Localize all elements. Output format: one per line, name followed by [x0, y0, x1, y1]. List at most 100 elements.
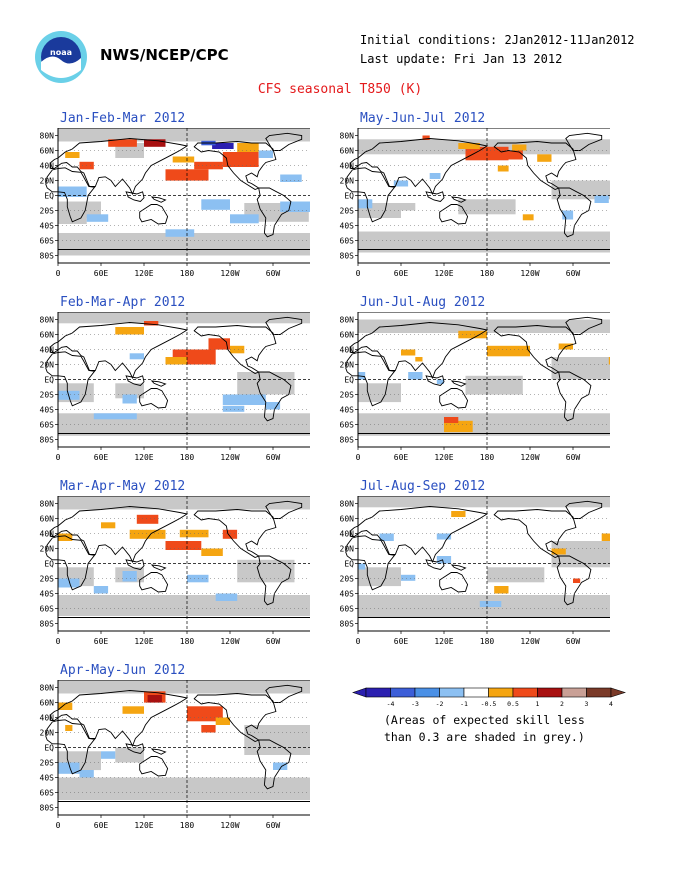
- colorbar-swatch: [512, 687, 538, 698]
- coastline: [150, 748, 167, 755]
- coastline: [345, 167, 396, 223]
- coastline: [50, 138, 189, 196]
- lat-label: 80S: [340, 436, 355, 445]
- colorbar-label: -0.5: [481, 700, 497, 708]
- lon-label: 0: [356, 637, 361, 646]
- anomaly-region: [222, 152, 259, 167]
- anomaly-region: [562, 210, 574, 220]
- lat-label: 80S: [40, 252, 55, 261]
- anomaly-region: [58, 762, 80, 774]
- anomaly-region: [608, 357, 610, 365]
- lon-label: 120W: [220, 269, 239, 278]
- lat-label: 60N: [40, 331, 55, 340]
- lat-label: 40S: [40, 774, 55, 783]
- low-skill-region: [237, 559, 295, 583]
- coastline: [350, 506, 489, 564]
- anomaly-region: [144, 139, 166, 147]
- lat-label: 60S: [340, 237, 355, 246]
- lon-label: 120W: [520, 269, 539, 278]
- lon-label: 180: [480, 637, 495, 646]
- lon-label: 120E: [134, 821, 153, 830]
- colorbar-swatch: [586, 687, 612, 698]
- anomaly-region: [379, 533, 394, 541]
- colorbar-swatch: [365, 687, 391, 698]
- lon-label: 60E: [94, 821, 109, 830]
- low-skill-region: [551, 180, 610, 200]
- lon-label: 0: [56, 821, 61, 830]
- low-skill-region: [58, 680, 310, 694]
- coastline: [139, 204, 169, 225]
- anomaly-region: [501, 150, 523, 160]
- lat-label: 40N: [340, 162, 355, 171]
- anomaly-region: [444, 417, 459, 423]
- anomaly-region: [79, 770, 94, 778]
- low-skill-region: [58, 595, 310, 616]
- coastline: [45, 535, 96, 591]
- lat-label: EQ: [344, 376, 354, 385]
- anomaly-region: [401, 574, 416, 581]
- coastline: [125, 743, 145, 754]
- low-skill-region: [58, 496, 310, 510]
- lat-label: 20N: [40, 361, 55, 370]
- lat-label: EQ: [344, 192, 354, 201]
- lat-label: 80S: [40, 804, 55, 813]
- anomaly-region: [230, 214, 259, 224]
- lon-label: 0: [56, 269, 61, 278]
- lat-label: 20N: [40, 729, 55, 738]
- coastline: [493, 141, 577, 191]
- coastline: [50, 506, 189, 564]
- anomaly-region: [401, 349, 416, 356]
- coastline: [439, 572, 469, 593]
- low-skill-region: [487, 567, 545, 583]
- coastline: [45, 719, 96, 775]
- lon-label: 60W: [566, 269, 581, 278]
- coastline: [493, 325, 577, 375]
- lat-label: 60S: [40, 605, 55, 614]
- lat-label: 80N: [40, 132, 55, 141]
- anomaly-region: [208, 338, 230, 350]
- lat-label: 20S: [340, 575, 355, 584]
- lat-label: 40S: [40, 222, 55, 231]
- low-skill-region: [237, 372, 295, 395]
- coastline: [256, 187, 292, 238]
- lat-label: 60N: [40, 515, 55, 524]
- anomaly-region: [201, 725, 216, 733]
- anomaly-region: [122, 571, 137, 582]
- anomaly-region: [129, 353, 144, 360]
- anomaly-region: [222, 405, 245, 412]
- anomaly-region: [212, 143, 234, 149]
- lon-label: 180: [480, 269, 495, 278]
- lat-label: 40S: [40, 590, 55, 599]
- lon-label: 180: [480, 453, 495, 462]
- anomaly-region: [215, 717, 230, 725]
- coastline: [439, 204, 469, 225]
- panel-title: Feb-Mar-Apr 2012: [60, 295, 186, 310]
- anomaly-region: [222, 394, 266, 405]
- colorbar-arrow-high: [610, 687, 626, 698]
- coastline: [256, 739, 292, 790]
- low-skill-region: [58, 777, 310, 800]
- colorbar-swatch: [561, 687, 587, 698]
- anomaly-region: [147, 695, 162, 703]
- coastline: [50, 322, 189, 380]
- anomaly-region: [101, 522, 116, 529]
- anomaly-region: [215, 593, 238, 601]
- coastline: [493, 509, 577, 559]
- lon-label: 60E: [394, 637, 409, 646]
- low-skill-region: [58, 312, 310, 324]
- lon-label: 60E: [394, 453, 409, 462]
- coastline: [350, 138, 489, 196]
- lon-label: 120E: [434, 637, 453, 646]
- lon-label: 60W: [266, 269, 281, 278]
- lat-label: 20N: [40, 177, 55, 186]
- lat-label: 20S: [340, 391, 355, 400]
- coastline: [556, 187, 592, 238]
- coastline: [350, 322, 489, 380]
- anomaly-region: [512, 144, 527, 151]
- panel-title: Jul-Aug-Sep 2012: [360, 479, 486, 494]
- anomaly-region: [436, 556, 452, 564]
- lat-label: 60N: [40, 147, 55, 156]
- lon-label: 60E: [94, 269, 109, 278]
